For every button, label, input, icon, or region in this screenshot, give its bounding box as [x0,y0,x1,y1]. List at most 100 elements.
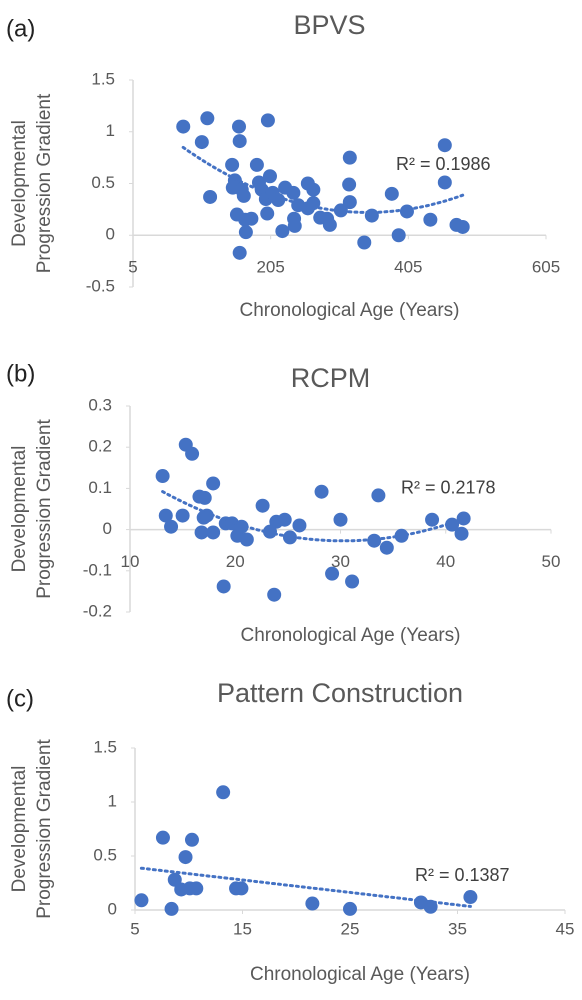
annotation: R² = 0.1387 [415,865,510,885]
point [367,533,382,548]
x-tick-label: 5 [128,258,137,277]
chart-panel: (c) Pattern Construction Developmental Prog… [6,678,574,985]
point [282,530,297,545]
point [164,901,179,916]
point [260,206,275,221]
point [437,175,452,190]
point [343,901,357,916]
point [399,204,414,219]
point [437,138,452,153]
point [232,245,247,260]
point [463,890,478,905]
y-axis-label: Developmental [9,120,30,247]
x-tick-label: 205 [256,258,284,277]
point [260,113,275,128]
y-tick-label: 1.5 [93,737,117,756]
point [267,587,282,602]
point [194,135,209,150]
point [286,185,301,200]
y-tick-label: 0.2 [88,437,112,456]
x-tick-label: 35 [448,919,467,938]
point [194,525,209,540]
x-tick-label: 20 [226,552,245,571]
point [238,225,253,240]
point [239,532,254,547]
point [225,157,240,172]
point [255,498,270,513]
y-tick-label: 0 [103,519,112,538]
point [342,150,357,165]
trendline [181,145,465,214]
x-tick-label: 605 [532,258,560,277]
y-tick-label: -0.1 [83,560,112,579]
y-tick-label: 1 [106,121,115,140]
point [134,893,149,908]
point [305,896,320,911]
point [314,484,329,499]
point [384,186,399,201]
chart-title: BPVS [293,10,365,40]
x-tick-label: 15 [233,919,252,938]
point [158,508,173,523]
point [197,490,212,505]
point [342,177,357,192]
panel-label: (a) [6,15,35,42]
y-axis-label: Progression Gradient [34,93,55,273]
y-tick-label: 0 [106,225,115,244]
point [189,881,204,896]
point [322,217,337,232]
x-tick-label: 25 [341,919,360,938]
point [371,488,386,503]
point [445,517,460,532]
y-tick-label: -0.2 [83,601,112,620]
point [234,881,249,896]
point [333,512,348,527]
point [175,508,190,523]
point [236,188,251,203]
point [244,211,259,226]
point [200,111,215,126]
point [391,228,406,243]
point [292,518,307,533]
trendline [139,866,472,908]
y-tick-label: 1 [108,791,117,810]
annotation: R² = 0.2178 [401,478,496,498]
point [455,219,470,234]
x-tick-label: 30 [331,552,350,571]
point [185,446,200,461]
y-tick-label: 0.5 [93,845,117,864]
chart-title: RCPM [291,363,371,393]
panel-label: (c) [6,685,34,712]
x-axis-label: Chronological Age (Years) [239,300,459,321]
point [275,224,290,239]
point [155,469,170,484]
point [155,830,170,845]
point [178,850,193,865]
point [454,526,469,541]
point [306,182,321,197]
point [325,566,340,581]
point [423,212,438,227]
point [249,157,264,172]
point [203,189,218,204]
point [232,134,247,149]
point [232,119,247,134]
point [164,519,179,534]
trendline [161,490,466,543]
point [184,832,199,847]
point [287,218,302,233]
x-axis-label: Chronological Age (Years) [240,625,460,646]
point [364,208,379,223]
y-axis-label: Developmental [9,446,30,573]
chart-title: Pattern Construction [217,678,463,708]
y-tick-label: 0.3 [88,395,112,414]
x-tick-label: 40 [436,552,455,571]
x-tick-label: 5 [130,919,139,938]
x-tick-label: 50 [542,552,561,571]
panel-label: (b) [6,360,35,387]
point [206,476,221,491]
point [176,119,191,134]
y-tick-label: 0.1 [88,478,112,497]
